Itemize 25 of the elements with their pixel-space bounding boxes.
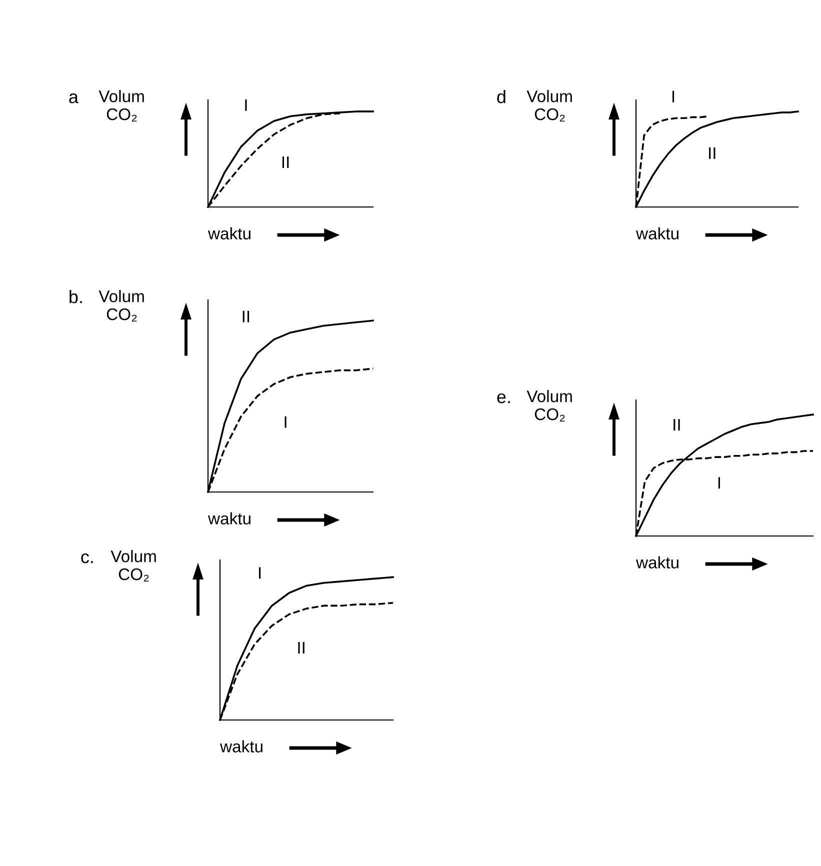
y-axis-title: Volum CO₂ <box>98 90 144 122</box>
x-axis-title: waktu <box>208 227 250 240</box>
x-axis-title: waktu <box>636 556 678 568</box>
series-label: II <box>282 156 289 168</box>
series-label: II <box>242 310 250 322</box>
series-label: I <box>284 416 286 428</box>
text: e. <box>497 393 510 404</box>
series-label: II <box>709 147 716 159</box>
text: c. <box>81 553 93 564</box>
x-axis-title: waktu <box>636 227 678 240</box>
series-label: II <box>298 642 304 654</box>
series-label: I <box>718 477 720 489</box>
y-axis-title: Volum CO₂ <box>526 90 572 122</box>
series-label: I <box>259 567 261 579</box>
series-label: I <box>245 99 247 111</box>
x-axis-title: waktu <box>220 740 262 752</box>
y-axis-title: Volum CO₂ <box>110 550 156 582</box>
y-axis-title: Volum CO₂ <box>526 390 572 422</box>
series-label: I <box>672 90 674 102</box>
x-axis-title: waktu <box>208 512 250 524</box>
text: d <box>497 90 506 104</box>
series-label: II <box>674 419 680 431</box>
y-axis-title: Volum CO₂ <box>98 290 144 322</box>
text: b. <box>70 290 82 304</box>
text: a <box>69 93 78 104</box>
